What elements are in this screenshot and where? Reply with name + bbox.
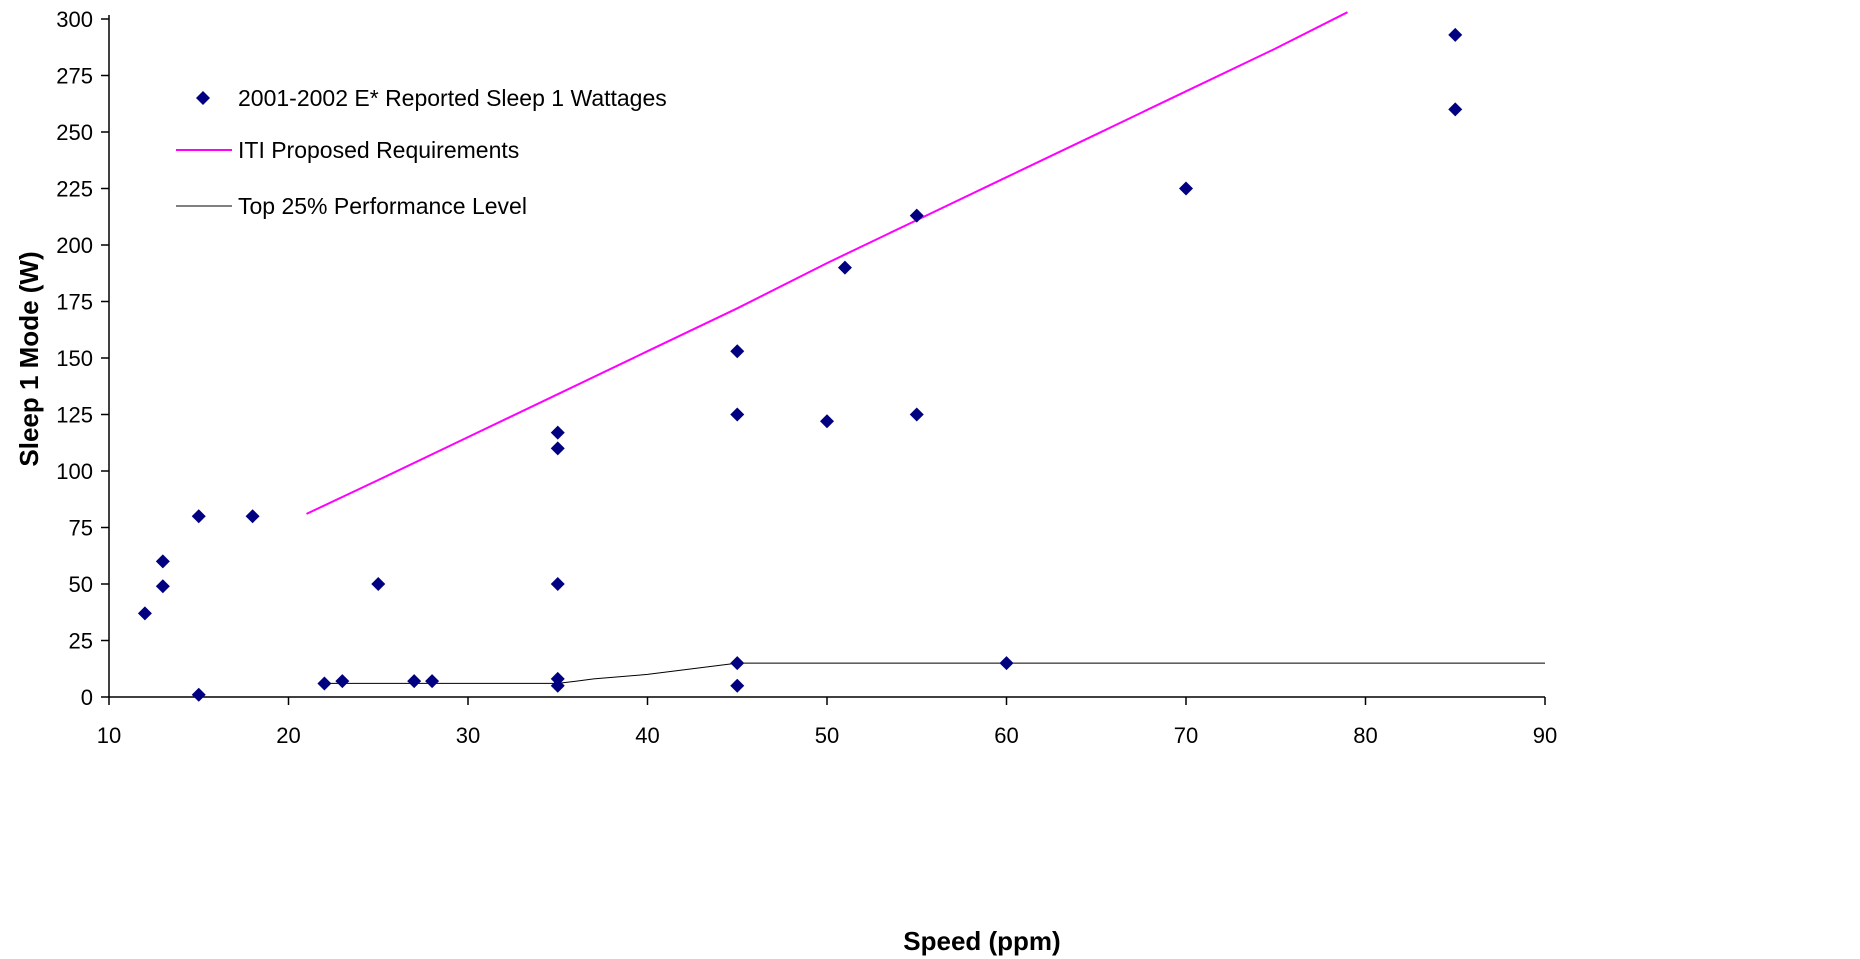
y-tick-label: 75 <box>69 516 93 541</box>
y-tick-label: 0 <box>81 685 93 710</box>
x-tick-label: 90 <box>1533 723 1557 748</box>
top25-performance-line <box>324 662 1545 684</box>
iti-requirements-line <box>306 11 1348 515</box>
data-point <box>137 606 152 621</box>
legend: 2001-2002 E* Reported Sleep 1 Wattages IT… <box>176 85 667 219</box>
data-point <box>550 425 565 440</box>
legend-label: ITI Proposed Requirements <box>238 137 519 163</box>
x-tick-label: 50 <box>815 723 839 748</box>
y-tick-label: 25 <box>69 629 93 654</box>
data-point <box>1448 27 1463 42</box>
data-point <box>730 656 745 671</box>
data-point <box>155 554 170 569</box>
data-point <box>407 674 422 689</box>
legend-label: 2001-2002 E* Reported Sleep 1 Wattages <box>238 85 667 111</box>
data-point <box>1179 181 1193 196</box>
x-tick-label: 10 <box>97 723 121 748</box>
data-point <box>550 441 565 456</box>
legend-label: Top 25% Performance Level <box>238 193 527 219</box>
data-point <box>909 407 924 422</box>
y-tick-label: 250 <box>56 120 93 145</box>
data-point <box>191 509 206 524</box>
x-tick-label: 30 <box>456 723 480 748</box>
data-point <box>730 407 745 422</box>
x-tick-label: 70 <box>1174 723 1198 748</box>
y-axis-title: Sleep 1 Mode (W) <box>14 251 44 466</box>
data-point <box>155 579 170 594</box>
x-tick-label: 80 <box>1353 723 1377 748</box>
y-tick-label: 175 <box>56 290 93 315</box>
y-tick-label: 225 <box>56 177 93 202</box>
x-axis-title: Speed (ppm) <box>903 926 1060 956</box>
y-tick-label: 150 <box>56 346 93 371</box>
y-tick-label: 300 <box>56 7 93 32</box>
data-point <box>371 577 386 591</box>
legend-marker-scatter <box>196 91 210 105</box>
y-tick-label: 100 <box>56 459 93 484</box>
data-point <box>335 674 350 689</box>
data-point <box>550 678 565 693</box>
y-tick-label: 275 <box>56 64 93 89</box>
data-point <box>730 678 745 693</box>
data-point <box>1448 102 1463 117</box>
axes: 0 25 50 75 100 125 150 175 200 225 250 275 300 10 20 30… <box>56 7 1557 748</box>
data-point <box>245 509 260 524</box>
y-tick-label: 50 <box>69 572 93 597</box>
series-layer <box>137 11 1545 702</box>
data-point <box>550 577 565 591</box>
x-tick-label: 60 <box>994 723 1018 748</box>
data-point <box>909 208 924 223</box>
data-point <box>191 687 206 702</box>
data-point <box>730 344 745 359</box>
y-tick-label: 200 <box>56 233 93 258</box>
data-point <box>820 414 834 429</box>
x-tick-label: 20 <box>276 723 300 748</box>
data-point <box>837 260 852 275</box>
data-point <box>999 656 1014 671</box>
x-tick-label: 40 <box>635 723 659 748</box>
y-tick-label: 125 <box>56 403 93 428</box>
data-point <box>317 676 332 691</box>
data-point <box>425 674 440 689</box>
